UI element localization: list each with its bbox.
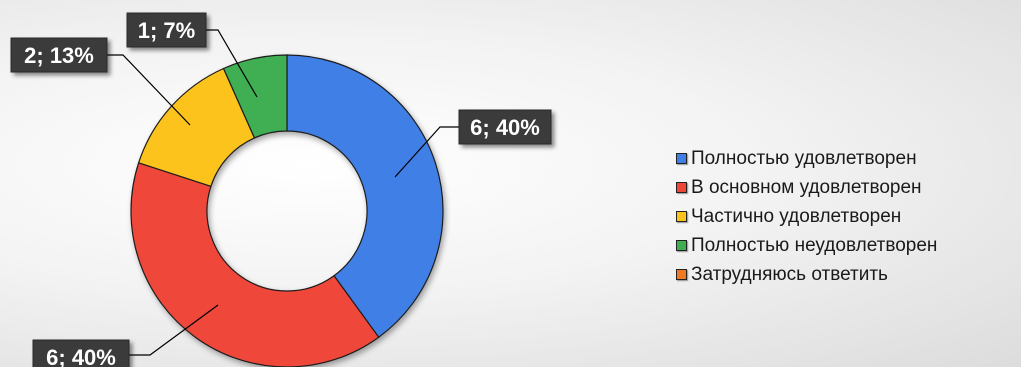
legend-swatch <box>676 269 687 280</box>
data-label-text: 1; 7% <box>138 18 195 43</box>
leader-lines <box>107 29 459 356</box>
legend-item-fully-dissatisfied: Полностью неудовлетворен <box>676 231 937 260</box>
legend-label: В основном удовлетворен <box>691 176 922 198</box>
leader-line-partially-satisfied <box>107 54 191 126</box>
legend-item-fully-satisfied: Полностью удовлетворен <box>676 144 937 173</box>
legend-label: Полностью удовлетворен <box>691 147 917 169</box>
legend-label: Частично удовлетворен <box>691 205 902 227</box>
data-label-fully-satisfied: 6; 40% <box>458 109 552 145</box>
data-label-text: 6; 40% <box>470 115 540 140</box>
legend-swatch <box>676 153 687 164</box>
legend-item-mostly-satisfied: В основном удовлетворен <box>676 173 937 202</box>
slice-mostly-satisfied <box>130 162 380 367</box>
legend-label: Полностью неудовлетворен <box>691 234 938 256</box>
leader-line-fully-satisfied <box>394 126 459 178</box>
legend-item-hard-to-answer: Затрудняюсь ответить <box>676 260 937 289</box>
slice-fully-dissatisfied <box>222 54 288 139</box>
data-label-text: 6; 40% <box>46 345 116 367</box>
data-label-partially-satisfied: 2; 13% <box>10 37 108 73</box>
data-label-box <box>32 339 130 367</box>
data-label-box <box>458 109 552 145</box>
data-labels: 6; 40% 6; 40% 2; 13% 1; 7% <box>10 12 552 367</box>
legend-swatch <box>676 182 687 193</box>
data-label-fully-dissatisfied: 1; 7% <box>126 12 207 48</box>
data-label-box <box>10 37 108 73</box>
slice-fully-satisfied <box>286 54 444 339</box>
leader-line-fully-dissatisfied <box>206 29 258 98</box>
legend-item-partially-satisfied: Частично удовлетворен <box>676 202 937 231</box>
chart-legend: Полностью удовлетворен В основном удовлет… <box>676 144 937 289</box>
legend-label: Затрудняюсь ответить <box>691 263 888 285</box>
data-label-mostly-satisfied: 6; 40% <box>32 339 130 367</box>
data-label-box <box>126 12 207 48</box>
legend-swatch <box>676 211 687 222</box>
data-label-text: 2; 13% <box>24 43 94 68</box>
donut-slices <box>130 54 444 367</box>
legend-swatch <box>676 240 687 251</box>
leader-line-mostly-satisfied <box>129 304 219 356</box>
